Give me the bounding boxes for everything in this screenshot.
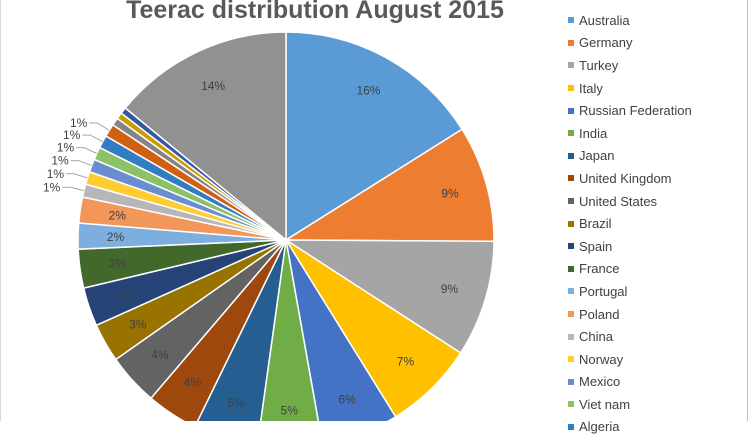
legend-swatch bbox=[568, 333, 574, 340]
pie-chart: 16%9%9%7%6%5%5%4%4%3%3%3%2%2%1%1%1%1%1%1… bbox=[43, 31, 495, 421]
legend-label: Japan bbox=[579, 148, 615, 164]
legend-item: Germany bbox=[568, 32, 692, 55]
legend-label: Russian Federation bbox=[579, 103, 692, 119]
legend-swatch bbox=[568, 85, 574, 92]
legend-item: China bbox=[568, 325, 692, 348]
data-label: 16% bbox=[356, 84, 380, 98]
data-label: 3% bbox=[129, 317, 147, 331]
legend-item: Italy bbox=[568, 77, 692, 100]
legend-label: Germany bbox=[579, 35, 633, 51]
legend-swatch bbox=[568, 423, 574, 430]
data-label: 1% bbox=[70, 116, 88, 130]
legend-label: United States bbox=[579, 193, 658, 209]
data-label: 7% bbox=[397, 355, 415, 369]
data-label: 3% bbox=[108, 257, 126, 271]
legend-swatch bbox=[568, 288, 574, 295]
data-label: 9% bbox=[441, 282, 459, 296]
data-label: 1% bbox=[47, 167, 65, 181]
data-label: 1% bbox=[57, 141, 75, 155]
pie-slice-germany bbox=[283, 128, 495, 243]
data-label: 1% bbox=[43, 180, 61, 194]
legend-label: Australia bbox=[579, 12, 630, 28]
legend-label: United Kingdom bbox=[579, 170, 672, 186]
legend-item: Norway bbox=[568, 348, 692, 371]
chart-title: Teerac distribution August 2015 bbox=[126, 0, 504, 24]
legend-label: France bbox=[579, 261, 620, 277]
legend-swatch bbox=[568, 401, 574, 408]
data-label: 1% bbox=[51, 154, 69, 168]
legend-item: Poland bbox=[568, 303, 692, 326]
pie-slice-russian-federation bbox=[285, 239, 397, 421]
legend-swatch bbox=[568, 130, 574, 137]
legend-item: Portugal bbox=[568, 280, 692, 303]
data-label: 2% bbox=[109, 208, 127, 222]
legend-label: Turkey bbox=[579, 57, 619, 73]
legend-label: Poland bbox=[579, 306, 620, 322]
leader-line bbox=[62, 186, 85, 192]
data-label: 9% bbox=[441, 186, 459, 200]
pie-slice-other-5 bbox=[124, 31, 287, 242]
leader-line bbox=[70, 160, 92, 167]
legend-item: Japan bbox=[568, 145, 692, 168]
legend-label: Portugal bbox=[579, 283, 628, 299]
legend-item: Mexico bbox=[568, 371, 692, 394]
legend-item: Brazil bbox=[568, 212, 692, 235]
pie-slice-india bbox=[259, 239, 320, 421]
chart-left-border bbox=[0, 0, 1, 421]
chart-right-border bbox=[747, 0, 748, 421]
legend-swatch bbox=[568, 265, 574, 272]
legend-item: United States bbox=[568, 190, 692, 213]
leader-line bbox=[76, 147, 98, 154]
legend-swatch bbox=[568, 175, 574, 182]
legend-swatch bbox=[568, 39, 574, 46]
legend-item: Australia bbox=[568, 9, 692, 32]
legend-item: Spain bbox=[568, 235, 692, 258]
legend-swatch bbox=[568, 378, 574, 385]
leader-line bbox=[66, 173, 88, 179]
pie-slice-australia bbox=[285, 31, 464, 242]
legend-item: Algeria bbox=[568, 416, 692, 438]
legend-label: Viet nam bbox=[579, 396, 631, 412]
leader-line bbox=[82, 134, 103, 143]
legend-label: Italy bbox=[579, 80, 603, 96]
pie-slice-japan bbox=[196, 239, 287, 421]
legend-label: Algeria bbox=[579, 419, 620, 435]
legend-swatch bbox=[568, 220, 574, 227]
legend-label: India bbox=[579, 125, 608, 141]
legend-swatch bbox=[568, 356, 574, 363]
chart-legend: Australia Germany Turkey Italy Russian Feder… bbox=[568, 9, 692, 438]
data-label: 14% bbox=[201, 79, 225, 93]
data-label: 6% bbox=[338, 392, 356, 406]
data-label: 5% bbox=[281, 404, 299, 418]
legend-item: Viet nam bbox=[568, 393, 692, 416]
legend-label: China bbox=[579, 329, 613, 345]
legend-swatch bbox=[568, 62, 574, 69]
legend-label: Mexico bbox=[579, 374, 621, 390]
data-label: 4% bbox=[184, 376, 202, 390]
legend-swatch bbox=[568, 198, 574, 205]
legend-item: France bbox=[568, 258, 692, 281]
legend-swatch bbox=[568, 17, 574, 24]
legend-item: Russian Federation bbox=[568, 99, 692, 122]
legend-item: United Kingdom bbox=[568, 167, 692, 190]
legend-swatch bbox=[568, 152, 574, 159]
legend-label: Brazil bbox=[579, 216, 612, 232]
data-label: 5% bbox=[227, 396, 245, 410]
legend-item: Turkey bbox=[568, 54, 692, 77]
leader-line bbox=[89, 122, 110, 131]
legend-swatch bbox=[568, 107, 574, 114]
legend-swatch bbox=[568, 243, 574, 250]
pie-slice-turkey bbox=[283, 239, 495, 354]
data-label: 4% bbox=[151, 348, 169, 362]
legend-label: Spain bbox=[579, 238, 613, 254]
legend-label: Norway bbox=[579, 351, 624, 367]
data-label: 1% bbox=[63, 128, 81, 142]
data-label: 2% bbox=[107, 230, 125, 244]
legend-swatch bbox=[568, 311, 574, 318]
data-label: 3% bbox=[116, 288, 134, 302]
legend-item: India bbox=[568, 122, 692, 145]
